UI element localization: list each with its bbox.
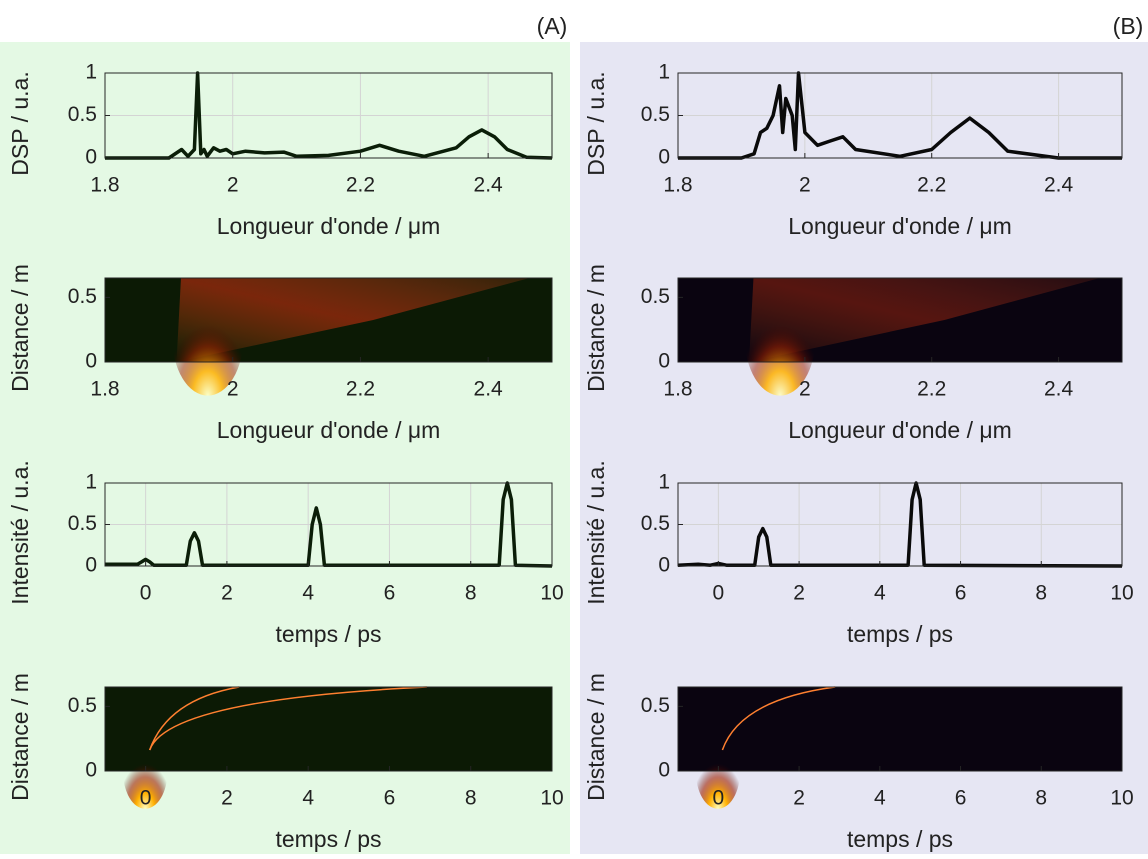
spectrum-line: [105, 71, 553, 160]
x-tick-label: 2.2: [917, 174, 946, 197]
x-tick-label: 2: [221, 787, 233, 810]
y-tick-label: 0: [85, 146, 97, 169]
x-tick-label: 8: [1035, 582, 1047, 605]
x-tick-label: 1.8: [90, 378, 119, 401]
x-tick-label: 0: [713, 787, 725, 810]
spectrum-line: [105, 481, 553, 568]
x-axis-title: temps / ps: [847, 826, 953, 852]
y-axis-title: DSP / u.a.: [583, 71, 609, 175]
x-tick-label: 6: [384, 787, 396, 810]
x-tick-label: 2.2: [346, 174, 375, 197]
spectrum-line: [677, 481, 1123, 568]
y-axis-title: Distance / m: [583, 264, 609, 392]
y-tick-label: 0: [85, 350, 97, 373]
x-tick-label: 2.4: [474, 174, 504, 197]
x-tick-label: 8: [1035, 787, 1047, 810]
heatmap-feature: [749, 278, 1100, 362]
x-tick-label: 1.8: [663, 174, 692, 197]
x-axis-title: Longueur d'onde / μm: [788, 417, 1012, 443]
heatmap-background: [105, 687, 552, 771]
x-axis-title: Longueur d'onde / μm: [217, 417, 441, 443]
x-tick-label: 6: [955, 582, 967, 605]
y-axis-title: Intensité / u.a.: [7, 460, 33, 604]
y-tick-label: 1: [85, 61, 97, 84]
x-tick-label: 4: [302, 582, 314, 605]
x-axis-title: temps / ps: [847, 621, 953, 647]
y-tick-label: 0: [658, 554, 670, 577]
x-tick-label: 2.4: [1044, 174, 1074, 197]
y-axis-title: Distance / m: [7, 673, 33, 801]
y-tick-label: 0: [658, 759, 670, 782]
y-axis-title: Intensité / u.a.: [583, 460, 609, 604]
y-tick-label: 0: [658, 146, 670, 169]
y-tick-label: 0.5: [68, 512, 97, 535]
y-tick-label: 0: [658, 350, 670, 373]
heatmap-feature: [744, 278, 816, 396]
x-tick-label: 0: [713, 582, 725, 605]
x-tick-label: 4: [302, 787, 314, 810]
axes-frame: [104, 686, 553, 772]
x-tick-label: 2.4: [1044, 378, 1074, 401]
y-tick-label: 0.5: [68, 103, 97, 126]
heatmap-background: [678, 687, 1122, 771]
x-tick-label: 2.2: [917, 378, 946, 401]
axes-frame: [104, 277, 553, 363]
x-axis-title: temps / ps: [275, 621, 381, 647]
y-tick-label: 0: [85, 554, 97, 577]
x-tick-label: 2: [793, 787, 805, 810]
x-tick-label: 10: [1110, 787, 1133, 810]
y-tick-label: 0.5: [68, 694, 97, 717]
y-tick-label: 1: [85, 471, 97, 494]
y-tick-label: 0.5: [641, 512, 670, 535]
heatmap-feature: [148, 686, 240, 751]
x-axis-title: Longueur d'onde / μm: [217, 213, 441, 239]
y-axis-title: Distance / m: [7, 264, 33, 392]
x-tick-label: 6: [955, 787, 967, 810]
x-tick-label: 6: [384, 582, 396, 605]
axes-frame: [677, 277, 1123, 363]
x-axis-title: Longueur d'onde / μm: [788, 213, 1012, 239]
y-tick-label: 0.5: [641, 694, 670, 717]
x-tick-label: 10: [1110, 582, 1133, 605]
y-tick-label: 0.5: [68, 285, 97, 308]
heatmap-feature: [176, 278, 530, 362]
heatmap-feature: [172, 278, 244, 396]
x-tick-label: 2: [799, 378, 811, 401]
y-tick-label: 1: [658, 471, 670, 494]
heatmap-feature: [148, 686, 427, 751]
x-tick-label: 10: [540, 787, 563, 810]
y-axis-title: DSP / u.a.: [7, 71, 33, 175]
panel-label: (A): [537, 13, 568, 39]
x-tick-label: 10: [540, 582, 563, 605]
x-axis-title: temps / ps: [275, 826, 381, 852]
x-tick-label: 2: [799, 174, 811, 197]
y-tick-label: 0.5: [641, 103, 670, 126]
spectrum-line: [678, 71, 1122, 160]
x-tick-label: 4: [874, 582, 886, 605]
x-tick-label: 8: [465, 582, 477, 605]
x-tick-label: 2: [221, 582, 233, 605]
x-tick-label: 1.8: [663, 378, 692, 401]
x-tick-label: 1.8: [90, 174, 119, 197]
x-tick-label: 4: [874, 787, 886, 810]
x-tick-label: 2.4: [474, 378, 504, 401]
x-tick-label: 2: [793, 582, 805, 605]
y-axis-title: Distance / m: [583, 673, 609, 801]
y-tick-label: 0.5: [641, 285, 670, 308]
x-tick-label: 2.2: [346, 378, 375, 401]
y-tick-label: 0: [85, 759, 97, 782]
x-tick-label: 8: [465, 787, 477, 810]
x-tick-label: 0: [140, 582, 152, 605]
y-tick-label: 1: [658, 61, 670, 84]
x-tick-label: 2: [227, 174, 239, 197]
heatmap-feature: [721, 686, 836, 751]
x-tick-label: 0: [140, 787, 152, 810]
panel-label: (B): [1113, 13, 1144, 39]
axes-frame: [677, 686, 1123, 772]
x-tick-label: 2: [227, 378, 239, 401]
